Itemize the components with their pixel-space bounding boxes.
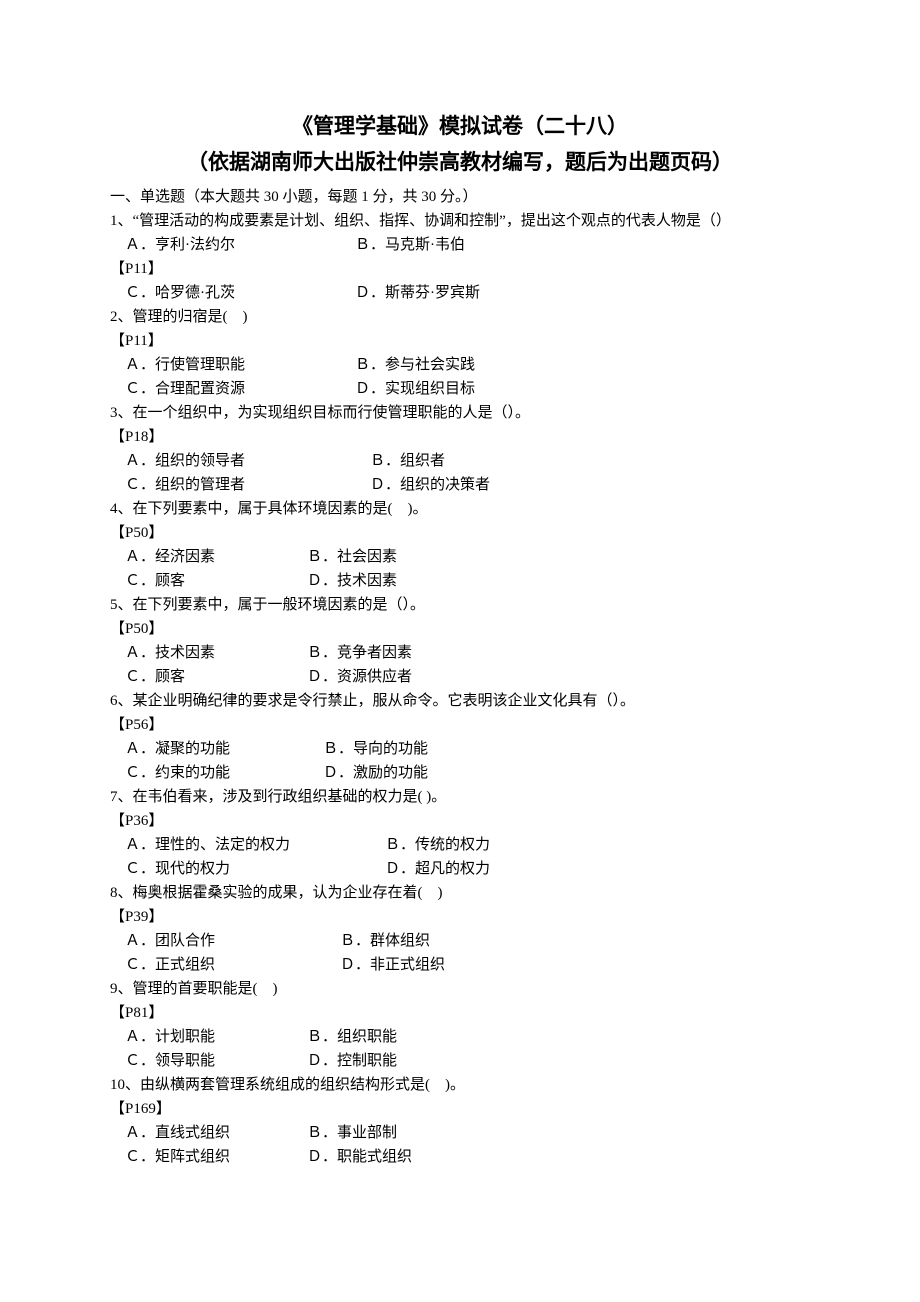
option-d: Ｄ．控制职能	[307, 1049, 397, 1073]
option-row: Ａ．经济因素Ｂ．社会因素	[110, 545, 810, 569]
option-d: Ｄ．实现组织目标	[355, 377, 475, 401]
option-a: Ａ．直线式组织	[125, 1121, 307, 1145]
option-b: Ｂ．传统的权力	[385, 833, 490, 857]
option-row: Ａ．组织的领导者Ｂ．组织者	[110, 449, 810, 473]
question-text: 4、在下列要素中，属于具体环境因素的是( )。	[110, 497, 810, 521]
question-text: 7、在韦伯看来，涉及到行政组织基础的权力是( )。	[110, 785, 810, 809]
page-reference: 【P18】	[110, 425, 810, 449]
option-b: Ｂ．参与社会实践	[355, 353, 475, 377]
option-c: Ｃ．矩阵式组织	[125, 1145, 307, 1169]
option-c: Ｃ．领导职能	[125, 1049, 307, 1073]
option-row: Ｃ．矩阵式组织Ｄ．职能式组织	[110, 1145, 810, 1169]
option-b: Ｂ．组织者	[370, 449, 445, 473]
option-row: Ａ．理性的、法定的权力Ｂ．传统的权力	[110, 833, 810, 857]
option-c: Ｃ．现代的权力	[125, 857, 385, 881]
question-text: 5、在下列要素中，属于一般环境因素的是（）。	[110, 593, 810, 617]
page-reference: 【P50】	[110, 617, 810, 641]
option-row: Ｃ．约束的功能Ｄ．激励的功能	[110, 761, 810, 785]
option-d: Ｄ．职能式组织	[307, 1145, 412, 1169]
page-reference: 【P50】	[110, 521, 810, 545]
option-c: Ｃ．合理配置资源	[125, 377, 355, 401]
option-a: Ａ．计划职能	[125, 1025, 307, 1049]
page-reference: 【P81】	[110, 1001, 810, 1025]
page-reference: 【P39】	[110, 905, 810, 929]
option-c: Ｃ．组织的管理者	[125, 473, 370, 497]
option-c: Ｃ．哈罗德·孔茨	[125, 281, 355, 305]
option-row: Ａ．行使管理职能Ｂ．参与社会实践	[110, 353, 810, 377]
option-row: Ｃ．组织的管理者Ｄ．组织的决策者	[110, 473, 810, 497]
option-b: Ｂ．事业部制	[307, 1121, 397, 1145]
question-text: 2、管理的归宿是( )	[110, 305, 810, 329]
section-header: 一、单选题（本大题共 30 小题，每题 1 分，共 30 分。）	[110, 185, 810, 209]
option-row: Ｃ．哈罗德·孔茨Ｄ．斯蒂芬·罗宾斯	[110, 281, 810, 305]
page-reference: 【P169】	[110, 1097, 810, 1121]
question-text: 9、管理的首要职能是( )	[110, 977, 810, 1001]
page-reference: 【P56】	[110, 713, 810, 737]
question-text: 8、梅奥根据霍桑实验的成果，认为企业存在着( )	[110, 881, 810, 905]
option-b: Ｂ．组织职能	[307, 1025, 397, 1049]
title-sub: （依据湖南师大出版社仲崇高教材编写，题后为出题页码）	[110, 146, 810, 180]
option-d: Ｄ．超凡的权力	[385, 857, 490, 881]
questions-container: 1、“管理活动的构成要素是计划、组织、指挥、协调和控制”，提出这个观点的代表人物…	[110, 209, 810, 1169]
option-a: Ａ．团队合作	[125, 929, 340, 953]
question-text: 1、“管理活动的构成要素是计划、组织、指挥、协调和控制”，提出这个观点的代表人物…	[110, 209, 810, 233]
option-row: Ｃ．现代的权力Ｄ．超凡的权力	[110, 857, 810, 881]
option-c: Ｃ．正式组织	[125, 953, 340, 977]
question-text: 3、在一个组织中，为实现组织目标而行使管理职能的人是（）。	[110, 401, 810, 425]
option-c: Ｃ．约束的功能	[125, 761, 323, 785]
option-b: Ｂ．竞争者因素	[307, 641, 412, 665]
title-main: 《管理学基础》模拟试卷（二十八）	[110, 110, 810, 144]
option-d: Ｄ．非正式组织	[340, 953, 445, 977]
option-d: Ｄ．组织的决策者	[370, 473, 490, 497]
option-a: Ａ．技术因素	[125, 641, 307, 665]
option-row: Ｃ．正式组织Ｄ．非正式组织	[110, 953, 810, 977]
option-row: Ｃ．领导职能Ｄ．控制职能	[110, 1049, 810, 1073]
option-a: Ａ．经济因素	[125, 545, 307, 569]
option-row: Ａ．亨利·法约尔Ｂ．马克斯·韦伯	[110, 233, 810, 257]
option-d: Ｄ．斯蒂芬·罗宾斯	[355, 281, 480, 305]
option-a: Ａ．亨利·法约尔	[125, 233, 355, 257]
option-row: Ａ．凝聚的功能Ｂ．导向的功能	[110, 737, 810, 761]
option-b: Ｂ．马克斯·韦伯	[355, 233, 465, 257]
option-row: Ａ．计划职能Ｂ．组织职能	[110, 1025, 810, 1049]
option-row: Ｃ．顾客Ｄ．技术因素	[110, 569, 810, 593]
option-c: Ｃ．顾客	[125, 665, 307, 689]
option-row: Ａ．直线式组织Ｂ．事业部制	[110, 1121, 810, 1145]
option-a: Ａ．理性的、法定的权力	[125, 833, 385, 857]
option-b: Ｂ．群体组织	[340, 929, 430, 953]
option-b: Ｂ．导向的功能	[323, 737, 428, 761]
option-row: Ｃ．合理配置资源Ｄ．实现组织目标	[110, 377, 810, 401]
page-reference: 【P11】	[110, 329, 810, 353]
option-d: Ｄ．激励的功能	[323, 761, 428, 785]
question-text: 6、某企业明确纪律的要求是令行禁止，服从命令。它表明该企业文化具有（）。	[110, 689, 810, 713]
page-reference: 【P11】	[110, 257, 810, 281]
page-reference: 【P36】	[110, 809, 810, 833]
option-a: Ａ．组织的领导者	[125, 449, 370, 473]
question-text: 10、由纵横两套管理系统组成的组织结构形式是( )。	[110, 1073, 810, 1097]
option-a: Ａ．行使管理职能	[125, 353, 355, 377]
option-d: Ｄ．资源供应者	[307, 665, 412, 689]
option-d: Ｄ．技术因素	[307, 569, 397, 593]
option-c: Ｃ．顾客	[125, 569, 307, 593]
option-row: Ｃ．顾客Ｄ．资源供应者	[110, 665, 810, 689]
option-b: Ｂ．社会因素	[307, 545, 397, 569]
option-a: Ａ．凝聚的功能	[125, 737, 323, 761]
option-row: Ａ．团队合作Ｂ．群体组织	[110, 929, 810, 953]
option-row: Ａ．技术因素Ｂ．竞争者因素	[110, 641, 810, 665]
